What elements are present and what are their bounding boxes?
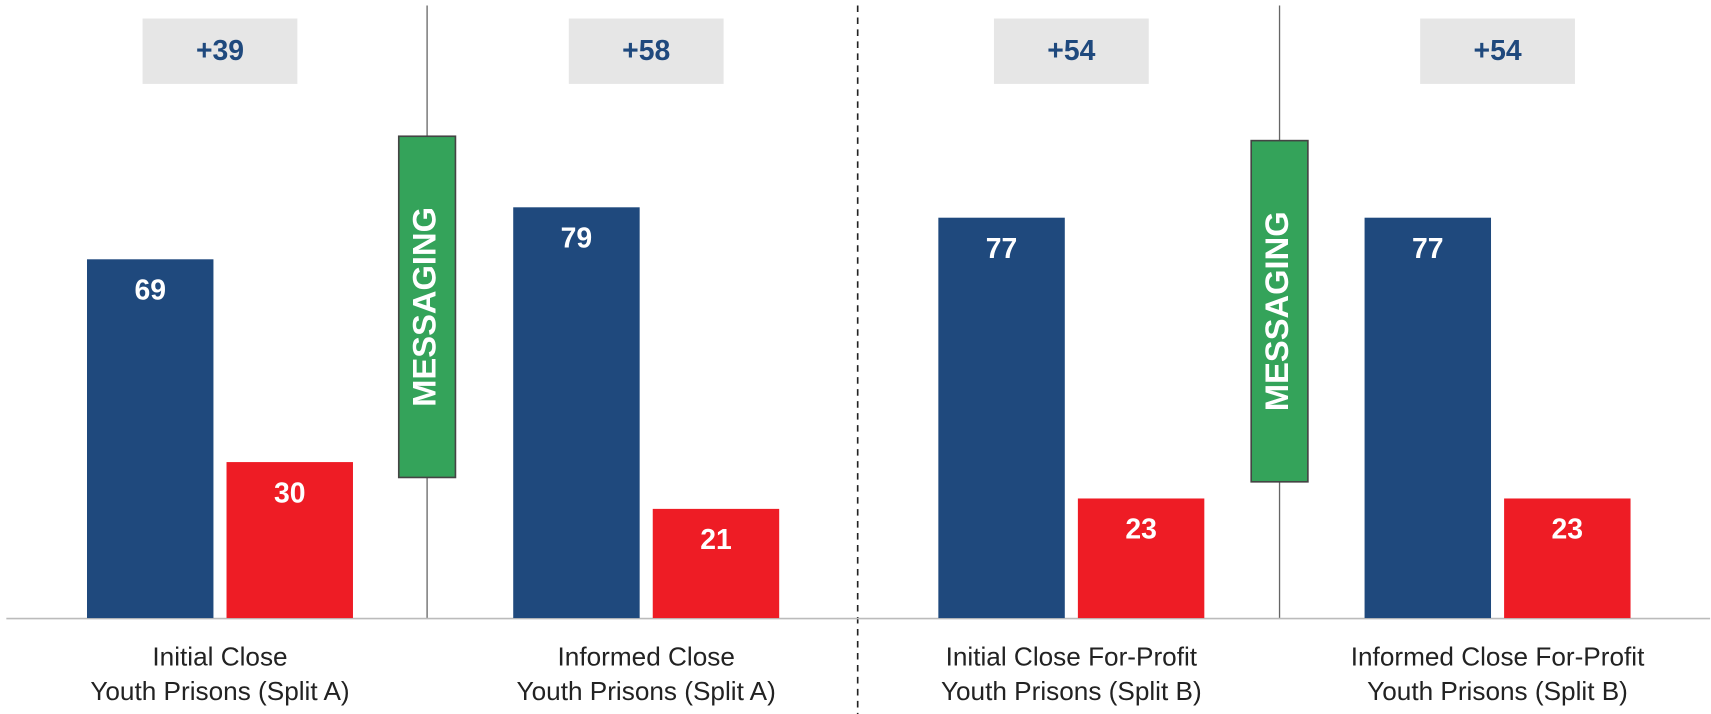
x-tick-label: Informed Close For-Profit xyxy=(1351,641,1645,671)
x-tick-label: Youth Prisons (Split A) xyxy=(90,676,349,706)
value-label: 77 xyxy=(1412,233,1444,265)
bar xyxy=(86,259,214,619)
bar xyxy=(652,508,780,619)
margin-label: +39 xyxy=(196,35,244,67)
value-label: 69 xyxy=(134,274,166,306)
messaging-box xyxy=(1250,139,1309,483)
bar xyxy=(1364,217,1492,619)
margin-label: +54 xyxy=(1474,35,1522,67)
bar xyxy=(1077,498,1205,619)
value-label: 23 xyxy=(1125,514,1157,546)
value-label: 21 xyxy=(700,524,732,556)
margin-box xyxy=(568,18,724,84)
margin-box xyxy=(142,18,298,84)
messaging-label: MESSAGING xyxy=(1258,211,1295,411)
bar xyxy=(1504,498,1631,619)
margin-label: +58 xyxy=(622,35,670,67)
x-tick-label: Youth Prisons (Split B) xyxy=(1367,676,1628,706)
messaging-box xyxy=(397,135,457,479)
value-label: 23 xyxy=(1552,514,1584,546)
bar xyxy=(938,217,1065,619)
margin-box xyxy=(1420,18,1575,84)
margin-box xyxy=(993,18,1149,84)
x-tick-label: Youth Prisons (Split A) xyxy=(517,676,776,706)
value-label: 79 xyxy=(561,222,593,254)
bar xyxy=(513,207,640,619)
value-label: 77 xyxy=(986,233,1018,265)
margin-label: +54 xyxy=(1047,35,1095,67)
x-tick-label: Initial Close For-Profit xyxy=(946,641,1198,671)
x-tick-label: Informed Close xyxy=(558,641,735,671)
x-tick-label: Initial Close xyxy=(152,641,287,671)
messaging-label: MESSAGING xyxy=(406,207,443,407)
value-label: 30 xyxy=(274,477,306,509)
x-tick-label: Youth Prisons (Split B) xyxy=(941,676,1202,706)
bar xyxy=(226,462,353,619)
